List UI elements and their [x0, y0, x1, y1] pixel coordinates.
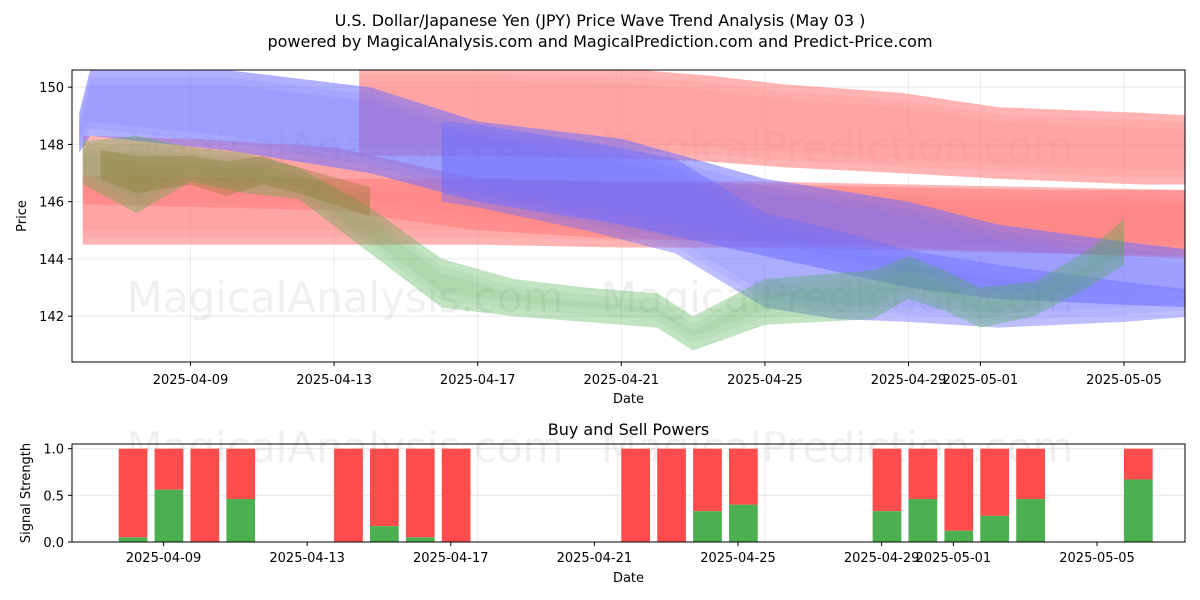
top-y-tick-label-1: 144 [39, 253, 64, 268]
sell-bar-17 [1123, 448, 1153, 480]
buy-bar-0 [118, 537, 148, 542]
top-y-tick-label-0: 142 [39, 310, 64, 325]
buy-bar-3 [226, 499, 256, 542]
sell-bar-2 [190, 448, 220, 542]
sell-bar-10 [693, 448, 722, 512]
sell-bar-16 [1016, 448, 1045, 500]
top-x-tick-label-3: 2025-04-21 [584, 373, 660, 388]
bottom-x-tick-label-3: 2025-04-21 [557, 551, 633, 566]
buy-bar-17 [1123, 479, 1153, 542]
band-blue-lower [441, 121, 1185, 328]
band-olive-core [100, 150, 370, 216]
sell-bar-8 [621, 448, 651, 542]
buy-bar-14 [944, 530, 974, 542]
band-red-upper-echo-1 [359, 74, 1185, 178]
bottom-x-tick-label-5: 2025-04-29 [844, 551, 920, 566]
buy-bar-13 [908, 499, 938, 542]
price-wave-plot: MagicalAnalysis.com MagicalPrediction.com… [15, 69, 1186, 407]
band-red-upper-echo-2 [359, 81, 1185, 171]
band-olive-core-echo-1 [100, 157, 370, 209]
top-y-tick-label-3: 148 [39, 138, 64, 153]
top-x-tick-label-4: 2025-04-25 [727, 373, 803, 388]
wave-bands [79, 70, 1185, 351]
band-blue-lower-echo-2 [441, 135, 1185, 314]
bottom-y-tick-label-0: 0.0 [43, 536, 64, 551]
bottom-x-axis-label: Date [613, 571, 644, 586]
bottom-title: Buy and Sell Powers [548, 420, 710, 439]
band-blue-upper [79, 70, 1185, 308]
sell-bar-1 [154, 448, 184, 490]
top-x-tick-label-6: 2025-05-01 [943, 373, 1019, 388]
band-green-wave [82, 135, 1124, 351]
top-y-tick-label-2: 146 [39, 196, 64, 211]
sell-bar-5 [369, 448, 399, 527]
buy-bar-15 [980, 515, 1010, 542]
top-y-axis-label: Price [15, 200, 30, 232]
sell-bar-11 [729, 448, 758, 505]
bottom-plot-frame [71, 443, 1186, 543]
top-x-tick-label-5: 2025-04-29 [871, 373, 947, 388]
sell-bar-3 [226, 448, 256, 500]
sell-bar-12 [872, 448, 902, 512]
chart-title: U.S. Dollar/Japanese Yen (JPY) Price Wav… [335, 11, 866, 30]
bottom-y-tick-label-1: 0.5 [43, 489, 64, 504]
top-x-tick-label-7: 2025-05-05 [1086, 373, 1162, 388]
band-green-wave-echo-1 [82, 143, 1124, 344]
bottom-y-axis-label: Signal Strength [19, 443, 34, 543]
top-x-tick-label-2: 2025-04-17 [440, 373, 516, 388]
bottom-x-tick-label-2: 2025-04-17 [413, 551, 489, 566]
bottom-x-tick-label-6: 2025-05-01 [916, 551, 992, 566]
watermark-analysis-mid: MagicalAnalysis.com [127, 273, 564, 322]
bottom-y-tick-label-2: 1.0 [43, 443, 64, 458]
band-green-wave-echo-2 [82, 150, 1124, 337]
top-plot-frame [71, 69, 1186, 363]
sell-bar-9 [657, 448, 686, 542]
sell-bar-13 [908, 448, 938, 500]
sell-bar-6 [405, 448, 435, 538]
bottom-x-tick-label-4: 2025-04-25 [700, 551, 776, 566]
bottom-x-tick-label-0: 2025-04-09 [126, 551, 202, 566]
sell-bar-15 [980, 448, 1010, 516]
buy-bar-1 [154, 489, 184, 542]
sell-bar-7 [441, 448, 471, 542]
top-x-axis-label: Date [613, 392, 644, 407]
sell-bar-14 [944, 448, 974, 531]
band-blue-lower-echo-1 [441, 128, 1185, 321]
sell-bar-0 [118, 448, 148, 538]
band-blue-upper-echo-1 [79, 77, 1185, 301]
buy-bar-11 [729, 504, 758, 542]
bottom-x-tick-label-7: 2025-05-05 [1059, 551, 1135, 566]
top-x-tick-label-0: 2025-04-09 [153, 373, 229, 388]
buy-bar-10 [693, 511, 722, 542]
sell-bar-4 [334, 448, 363, 542]
buy-bar-5 [369, 526, 399, 542]
top-y-tick-label-4: 150 [39, 81, 64, 96]
buy-bar-6 [405, 537, 435, 542]
top-x-tick-label-1: 2025-04-13 [296, 373, 372, 388]
chart-subtitle: powered by MagicalAnalysis.com and Magic… [267, 32, 932, 51]
buy-bar-12 [872, 511, 902, 542]
band-blue-upper-echo-2 [79, 84, 1185, 293]
bottom-x-tick-label-1: 2025-04-13 [269, 551, 345, 566]
buy-bar-16 [1016, 499, 1045, 542]
